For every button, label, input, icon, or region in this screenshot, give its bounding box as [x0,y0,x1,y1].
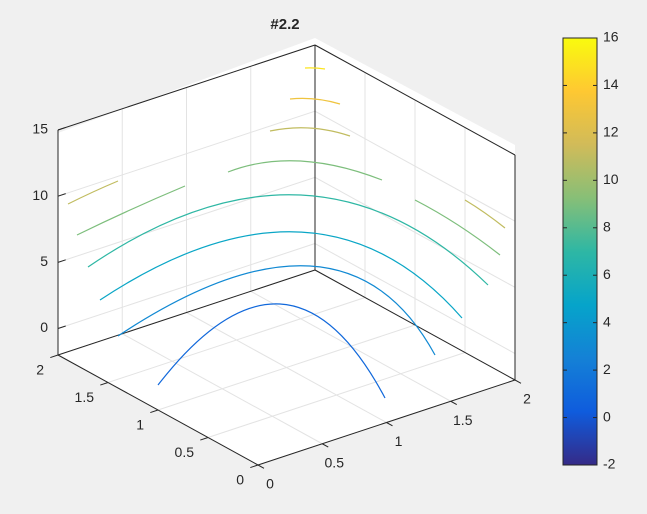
y-tick [50,354,59,359]
contour-line [414,199,501,256]
contour-line [76,185,186,236]
y-tick-label: 0.5 [175,444,195,460]
axis-edge [314,269,516,381]
z-tick [57,325,66,330]
z-tick-label: 15 [32,121,48,137]
x-tick-label: 2 [523,391,531,407]
y-tick [150,409,159,414]
contour-line [227,160,383,181]
contour-line [87,194,489,286]
axis-edge [57,44,316,131]
x-tick-label: 0.5 [325,454,345,470]
contour-line [304,67,326,70]
colorbar [562,37,598,466]
chart-title: #2.2 [270,16,299,33]
grid-line [207,352,466,438]
y-tick-label: 0 [236,472,244,488]
x-tick [322,443,329,448]
colorbar-tick-label: 14 [603,76,619,92]
z-tick-label: 0 [40,319,48,335]
colorbar-tick-label: 10 [603,171,619,187]
colorbar-tick-label: 4 [603,313,611,329]
axis-edge [257,379,516,466]
colorbar-tick-label: 0 [603,408,611,424]
x-tick-label: 1 [395,433,403,449]
contour-line [157,303,386,399]
grid-line [57,110,316,197]
x-tick-label: 1.5 [453,412,473,428]
y-tick [100,382,109,386]
grid-line [57,176,316,263]
x-tick [257,464,265,469]
axis-edge [57,354,259,466]
contour-line [67,180,119,205]
z-tick [57,259,66,263]
contour-line [117,265,436,356]
y-tick-label: 2 [36,362,44,378]
plot-area [58,38,515,465]
z-tick-label: 5 [40,253,48,269]
y-tick [250,464,259,469]
x-tick [514,379,522,384]
colorbar-tick-label: 12 [603,124,619,140]
z-tick-label: 10 [32,187,48,203]
contour-line [99,231,463,319]
colorbar-tick-label: -2 [603,456,616,472]
axis-edge [57,269,316,356]
grid-line [107,297,366,383]
colorbar-tick-label: 2 [603,361,611,377]
grid-line [157,324,416,411]
x-tick [386,422,393,427]
contour-line [289,97,341,105]
grid-line [57,243,316,330]
x-tick [450,400,457,405]
colorbar-tick-label: 6 [603,266,611,282]
colorbar-tick-label: 16 [603,29,619,45]
axis-edge [314,44,516,156]
y-tick-label: 1 [136,417,144,433]
grid-line [314,243,516,354]
contour-line [269,127,351,137]
contour-line [464,199,506,229]
grid-line [314,110,516,222]
y-tick-label: 1.5 [75,389,95,405]
grid-line [314,176,516,288]
x-tick-label: 0 [266,476,274,492]
colorbar-tick-label: 8 [603,218,611,234]
y-tick [200,437,209,441]
z-tick [57,193,66,197]
